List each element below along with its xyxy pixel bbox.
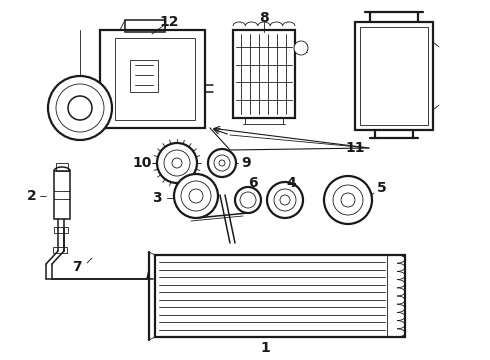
Text: 12: 12	[159, 15, 179, 29]
Bar	[53, 247, 67, 253]
Bar	[54, 171, 70, 219]
Circle shape	[48, 76, 112, 140]
Bar	[387, 255, 405, 337]
Circle shape	[56, 84, 104, 132]
Circle shape	[214, 155, 230, 171]
Text: 4: 4	[286, 176, 296, 190]
Text: 6: 6	[248, 176, 258, 190]
Circle shape	[280, 195, 290, 205]
Text: 7: 7	[72, 260, 82, 274]
Circle shape	[324, 176, 372, 224]
Circle shape	[240, 192, 256, 208]
Circle shape	[68, 96, 92, 120]
Bar	[56, 163, 68, 171]
Circle shape	[294, 41, 308, 55]
Circle shape	[274, 189, 296, 211]
Bar	[100, 30, 205, 128]
Bar	[155, 255, 405, 337]
Text: 10: 10	[132, 156, 152, 170]
Text: 3: 3	[152, 191, 162, 205]
Circle shape	[208, 149, 236, 177]
Circle shape	[219, 160, 225, 166]
Circle shape	[333, 185, 363, 215]
Bar	[54, 227, 68, 233]
Circle shape	[341, 193, 355, 207]
Circle shape	[235, 187, 261, 213]
Circle shape	[172, 158, 182, 168]
Circle shape	[189, 189, 203, 203]
Text: 2: 2	[27, 189, 37, 203]
Bar	[233, 30, 295, 118]
Circle shape	[164, 150, 190, 176]
Bar	[115, 38, 195, 120]
Bar	[125, 20, 165, 32]
Text: 1: 1	[260, 341, 270, 355]
Bar	[130, 60, 158, 92]
Circle shape	[174, 174, 218, 218]
Text: 8: 8	[259, 11, 269, 25]
Text: 5: 5	[377, 181, 387, 195]
Circle shape	[267, 182, 303, 218]
Circle shape	[181, 181, 211, 211]
Text: 9: 9	[241, 156, 251, 170]
Bar	[360, 27, 428, 125]
Circle shape	[157, 143, 197, 183]
Text: 11: 11	[345, 141, 365, 155]
